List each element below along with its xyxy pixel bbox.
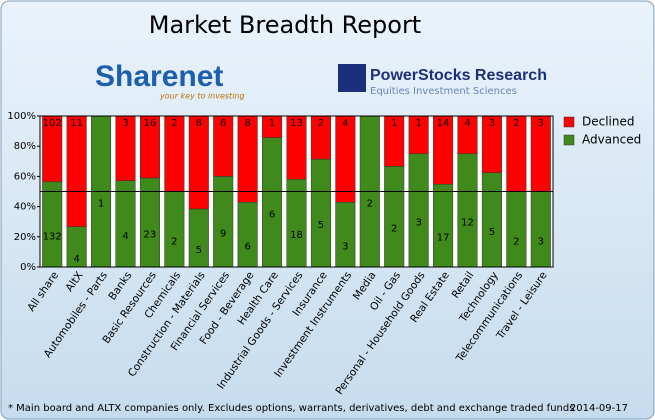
data-label: 4: [73, 254, 79, 265]
data-label: 9: [220, 229, 226, 240]
data-label: 14: [437, 118, 450, 129]
bar-segment: [506, 191, 527, 268]
data-label: 3: [122, 118, 128, 129]
data-label: 8: [196, 118, 202, 129]
data-label: 13: [290, 118, 303, 129]
data-label: 4: [342, 118, 348, 129]
bar-segment: [213, 176, 234, 268]
plot-border: [39, 115, 554, 268]
data-label: 5: [318, 220, 324, 231]
y-tick-label: 0%: [20, 262, 36, 273]
data-label: 2: [391, 224, 397, 235]
data-label: 1: [415, 118, 421, 129]
bar-segment: [335, 202, 356, 268]
bar-segment: [408, 153, 429, 268]
logo-tagline: Equities Investment Sciences: [370, 86, 517, 97]
chart-title: Market Breadth Report: [149, 11, 421, 39]
data-label: 4: [122, 231, 128, 242]
data-label: 1: [98, 199, 104, 210]
bar-segment: [384, 166, 405, 268]
bar-segment: [457, 153, 478, 268]
data-label: 4: [464, 118, 470, 129]
data-label: 5: [196, 245, 202, 256]
bar-segment: [433, 183, 454, 268]
bar-segment: [530, 191, 551, 268]
data-label: 2: [171, 236, 177, 247]
y-tick-label: 100%: [7, 111, 36, 122]
bar-segment: [164, 191, 185, 268]
data-label: 5: [489, 227, 495, 238]
legend-label: Advanced: [582, 133, 641, 147]
footnote: * Main board and ALTX companies only. Ex…: [8, 403, 574, 414]
logo-text: PowerStocks Research: [370, 67, 547, 84]
data-label: 16: [144, 118, 157, 129]
data-label: 2: [171, 118, 177, 129]
data-label: 8: [244, 118, 250, 129]
powerstocks-logo: PowerStocks Research Equities Investment…: [338, 64, 547, 97]
bar-segment: [237, 202, 258, 268]
data-label: 17: [437, 233, 450, 244]
bar-segment: [66, 115, 87, 227]
data-label: 11: [70, 118, 83, 129]
data-label: 3: [538, 118, 544, 129]
data-label: 3: [415, 217, 421, 228]
data-label: 1: [391, 118, 397, 129]
bar-segment: [188, 208, 209, 268]
bar-segment: [262, 137, 283, 268]
bar-segment: [481, 172, 502, 268]
data-label: 6: [244, 242, 250, 253]
data-label: 2: [367, 199, 373, 210]
bar-segment: [42, 181, 63, 268]
data-label: 132: [43, 231, 62, 242]
sharenet-logo: Sharenet your key to investing: [95, 60, 245, 101]
logo-icon: [338, 64, 366, 92]
data-label: 6: [269, 209, 275, 220]
data-label: 3: [489, 118, 495, 129]
legend-swatch: [563, 134, 575, 146]
legend-swatch: [563, 116, 575, 128]
data-label: 3: [538, 236, 544, 247]
data-label: 2: [513, 236, 519, 247]
date: 2014-09-17: [570, 403, 628, 414]
bar-segment: [115, 180, 136, 268]
y-tick-label: 60%: [14, 171, 36, 182]
legend-label: Declined: [582, 115, 635, 129]
data-label: 2: [513, 118, 519, 129]
data-label: 12: [461, 217, 474, 228]
y-tick-label: 80%: [14, 141, 36, 152]
data-label: 23: [144, 229, 157, 240]
logo-tagline: your key to investing: [159, 92, 245, 101]
data-label: 2: [318, 118, 324, 129]
y-tick-label: 20%: [14, 232, 36, 243]
y-tick-label: 40%: [14, 202, 36, 213]
data-label: 3: [342, 242, 348, 253]
bar-segment: [188, 115, 209, 210]
bar-segment: [286, 179, 307, 268]
data-label: 6: [220, 118, 226, 129]
bar-segment: [310, 158, 331, 268]
data-label: 18: [290, 230, 303, 241]
data-label: 1: [269, 118, 275, 129]
data-label: 102: [43, 118, 62, 129]
logo-text: Sharenet: [95, 60, 223, 93]
